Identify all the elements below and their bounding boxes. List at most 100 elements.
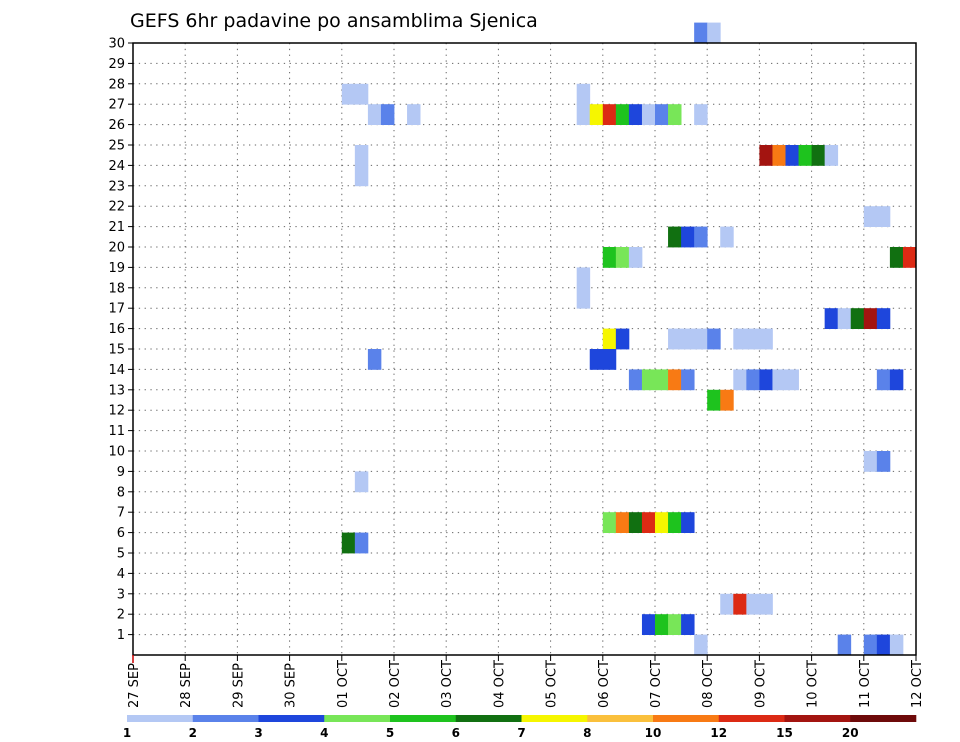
data-cell bbox=[863, 206, 878, 227]
data-cell bbox=[876, 451, 891, 472]
y-tick-label: 9 bbox=[117, 465, 125, 480]
data-cell bbox=[668, 512, 682, 533]
data-cell bbox=[707, 22, 721, 44]
data-cell bbox=[668, 328, 682, 350]
y-tick-label: 19 bbox=[108, 261, 125, 276]
data-cell bbox=[694, 328, 708, 350]
data-cell bbox=[889, 369, 904, 391]
data-cell bbox=[863, 308, 878, 329]
chart-title: GEFS 6hr padavine po ansamblima Sjenica bbox=[130, 10, 538, 32]
data-cell bbox=[602, 247, 617, 268]
data-cell bbox=[746, 369, 760, 391]
legend-label: 7 bbox=[517, 726, 525, 740]
data-cell bbox=[641, 614, 656, 635]
y-tick-label: 29 bbox=[108, 57, 125, 72]
legend-label: 20 bbox=[842, 726, 859, 740]
x-tick-label: 02 OCT bbox=[388, 660, 403, 708]
data-cell bbox=[628, 104, 643, 125]
data-cell bbox=[641, 104, 656, 125]
data-cell bbox=[694, 104, 708, 125]
data-cell bbox=[746, 328, 760, 350]
y-tick-label: 4 bbox=[117, 567, 125, 582]
data-cell bbox=[615, 247, 630, 268]
data-cell bbox=[707, 328, 721, 350]
y-tick-label: 24 bbox=[108, 159, 125, 174]
data-cell bbox=[341, 532, 356, 554]
legend-swatch bbox=[784, 715, 851, 722]
x-tick-label: 12 OCT bbox=[910, 660, 925, 708]
data-cell bbox=[576, 83, 591, 105]
x-tick-label: 08 OCT bbox=[701, 660, 716, 708]
data-cell bbox=[628, 512, 643, 533]
y-tick-label: 18 bbox=[108, 281, 125, 296]
legend-label: 15 bbox=[776, 726, 793, 740]
data-cell bbox=[668, 614, 682, 635]
y-tick-label: 7 bbox=[117, 506, 125, 521]
data-cell bbox=[759, 145, 773, 166]
data-cell bbox=[720, 593, 734, 615]
data-cell bbox=[746, 593, 760, 615]
y-axis-ticks: 1234567891011121314151617181920212223242… bbox=[108, 37, 133, 643]
data-cell bbox=[876, 308, 891, 329]
data-cell bbox=[576, 267, 591, 289]
data-cell bbox=[837, 308, 852, 329]
data-cell bbox=[628, 247, 643, 268]
y-tick-label: 27 bbox=[108, 98, 125, 113]
data-cell bbox=[615, 328, 630, 350]
data-cell bbox=[354, 83, 369, 105]
data-cell bbox=[785, 145, 799, 166]
plot-frame bbox=[132, 42, 917, 656]
data-cell bbox=[354, 532, 369, 554]
data-cell bbox=[655, 512, 669, 533]
data-cell bbox=[602, 328, 617, 350]
data-cell bbox=[655, 104, 669, 125]
data-cell bbox=[837, 634, 852, 656]
y-tick-label: 12 bbox=[108, 404, 125, 419]
data-cell bbox=[720, 389, 734, 411]
x-axis-ticks: 27 SEP 28 SEP 29 SEP 30 SEP 01 OCT 02 OCT 03 O… bbox=[127, 655, 925, 708]
data-cell bbox=[641, 369, 656, 391]
data-cell bbox=[602, 349, 617, 370]
data-cell bbox=[655, 369, 669, 391]
data-cell bbox=[681, 328, 695, 350]
data-cell bbox=[733, 369, 747, 391]
x-tick-label: 03 OCT bbox=[440, 660, 455, 708]
y-tick-label: 15 bbox=[108, 343, 125, 358]
data-cell bbox=[785, 369, 799, 391]
data-cell bbox=[733, 593, 747, 615]
data-cell bbox=[354, 165, 369, 187]
legend-swatch bbox=[521, 715, 588, 722]
data-cell bbox=[668, 226, 682, 248]
data-cell bbox=[589, 104, 604, 125]
data-cell bbox=[863, 634, 878, 656]
data-cell bbox=[615, 104, 630, 125]
legend-label: 5 bbox=[386, 726, 394, 740]
data-cell bbox=[681, 614, 695, 635]
y-tick-label: 3 bbox=[117, 587, 125, 602]
y-tick-label: 22 bbox=[108, 200, 125, 215]
data-cell bbox=[367, 349, 382, 370]
data-cell bbox=[407, 104, 421, 125]
data-cell bbox=[876, 206, 891, 227]
data-cell bbox=[876, 369, 891, 391]
legend-label: 1 bbox=[123, 726, 131, 740]
data-cell bbox=[863, 451, 878, 472]
y-tick-label: 5 bbox=[117, 547, 125, 562]
x-tick-label: 07 OCT bbox=[649, 660, 664, 708]
y-tick-label: 6 bbox=[117, 526, 125, 541]
legend-label: 10 bbox=[645, 726, 662, 740]
data-cell bbox=[641, 512, 656, 533]
data-cell bbox=[694, 634, 708, 656]
data-cell bbox=[589, 349, 604, 370]
legend-swatch bbox=[850, 715, 917, 722]
y-tick-label: 1 bbox=[117, 628, 125, 643]
legend-label: 12 bbox=[710, 726, 727, 740]
y-tick-label: 16 bbox=[108, 322, 125, 337]
legend-swatch bbox=[455, 715, 522, 722]
y-tick-label: 20 bbox=[108, 241, 125, 256]
data-cell bbox=[889, 634, 904, 656]
legend-swatch bbox=[587, 715, 654, 722]
data-cell bbox=[824, 145, 839, 166]
legend-swatch bbox=[127, 715, 194, 722]
